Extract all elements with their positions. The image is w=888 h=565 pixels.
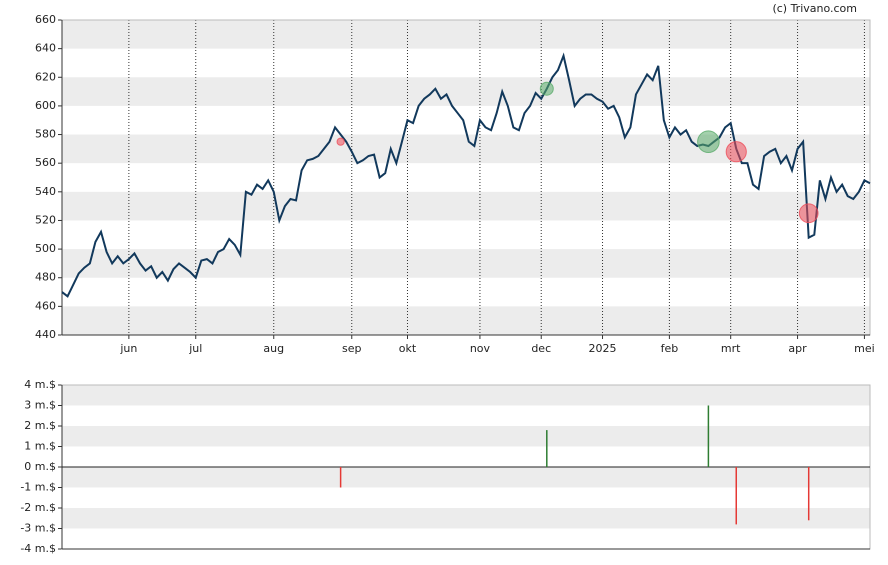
x-tick-label: jun [119, 342, 137, 355]
y-tick-label: 520 [35, 213, 56, 226]
y-tick-label: 440 [35, 328, 56, 341]
x-tick-label: apr [788, 342, 807, 355]
y-tick-label: 640 [35, 42, 56, 55]
grid-band [62, 20, 870, 49]
grid-band [62, 249, 870, 278]
source: (c) Trivano.com [772, 2, 857, 15]
trade-marker [725, 141, 747, 163]
y-tick-label: 560 [35, 156, 56, 169]
grid-band [62, 385, 870, 406]
trade-marker [798, 203, 819, 224]
trade-marker [539, 81, 554, 96]
y-tick-label: 4 m.$ [24, 378, 56, 391]
grid-band [62, 508, 870, 529]
grid-band [62, 77, 870, 106]
grid-band [62, 467, 870, 488]
x-tick-label: sep [342, 342, 361, 355]
y-tick-label: -3 m.$ [20, 522, 56, 535]
y-tick-label: 460 [35, 299, 56, 312]
grid-band [62, 191, 870, 221]
x-tick-label: 2025 [589, 342, 617, 355]
plot-frame [61, 19, 871, 336]
y-tick-label: 600 [35, 99, 56, 112]
x-tick-label: okt [399, 342, 417, 355]
y-tick-label: -2 m.$ [20, 501, 56, 514]
x-tick-label: jul [188, 342, 202, 355]
y-tick-label: -4 m.$ [20, 542, 56, 555]
x-tick-label: mei [854, 342, 875, 355]
x-tick-label: aug [263, 342, 284, 355]
y-tick-label: 1 m.$ [24, 440, 56, 453]
y-tick-label: 480 [35, 271, 56, 284]
x-tick-label: mrt [721, 342, 741, 355]
y-tick-label: 580 [35, 128, 56, 141]
trade-marker [697, 130, 720, 154]
y-tick-label: -1 m.$ [20, 481, 56, 494]
y-tick-label: 3 m.$ [24, 399, 56, 412]
y-tick-label: 540 [35, 185, 56, 198]
x-tick-label: feb [661, 342, 679, 355]
y-tick-label: 2 m.$ [24, 419, 56, 432]
y-tick-label: 0 m.$ [24, 460, 56, 473]
grid-band [62, 426, 870, 447]
grid-band [62, 134, 870, 164]
x-tick-label: nov [470, 342, 491, 355]
y-tick-label: 660 [35, 13, 56, 26]
grid-band [62, 306, 870, 335]
trade-marker [336, 137, 345, 146]
y-tick-label: 500 [35, 242, 56, 255]
y-tick-label: 620 [35, 70, 56, 83]
x-tick-label: dec [531, 342, 551, 355]
